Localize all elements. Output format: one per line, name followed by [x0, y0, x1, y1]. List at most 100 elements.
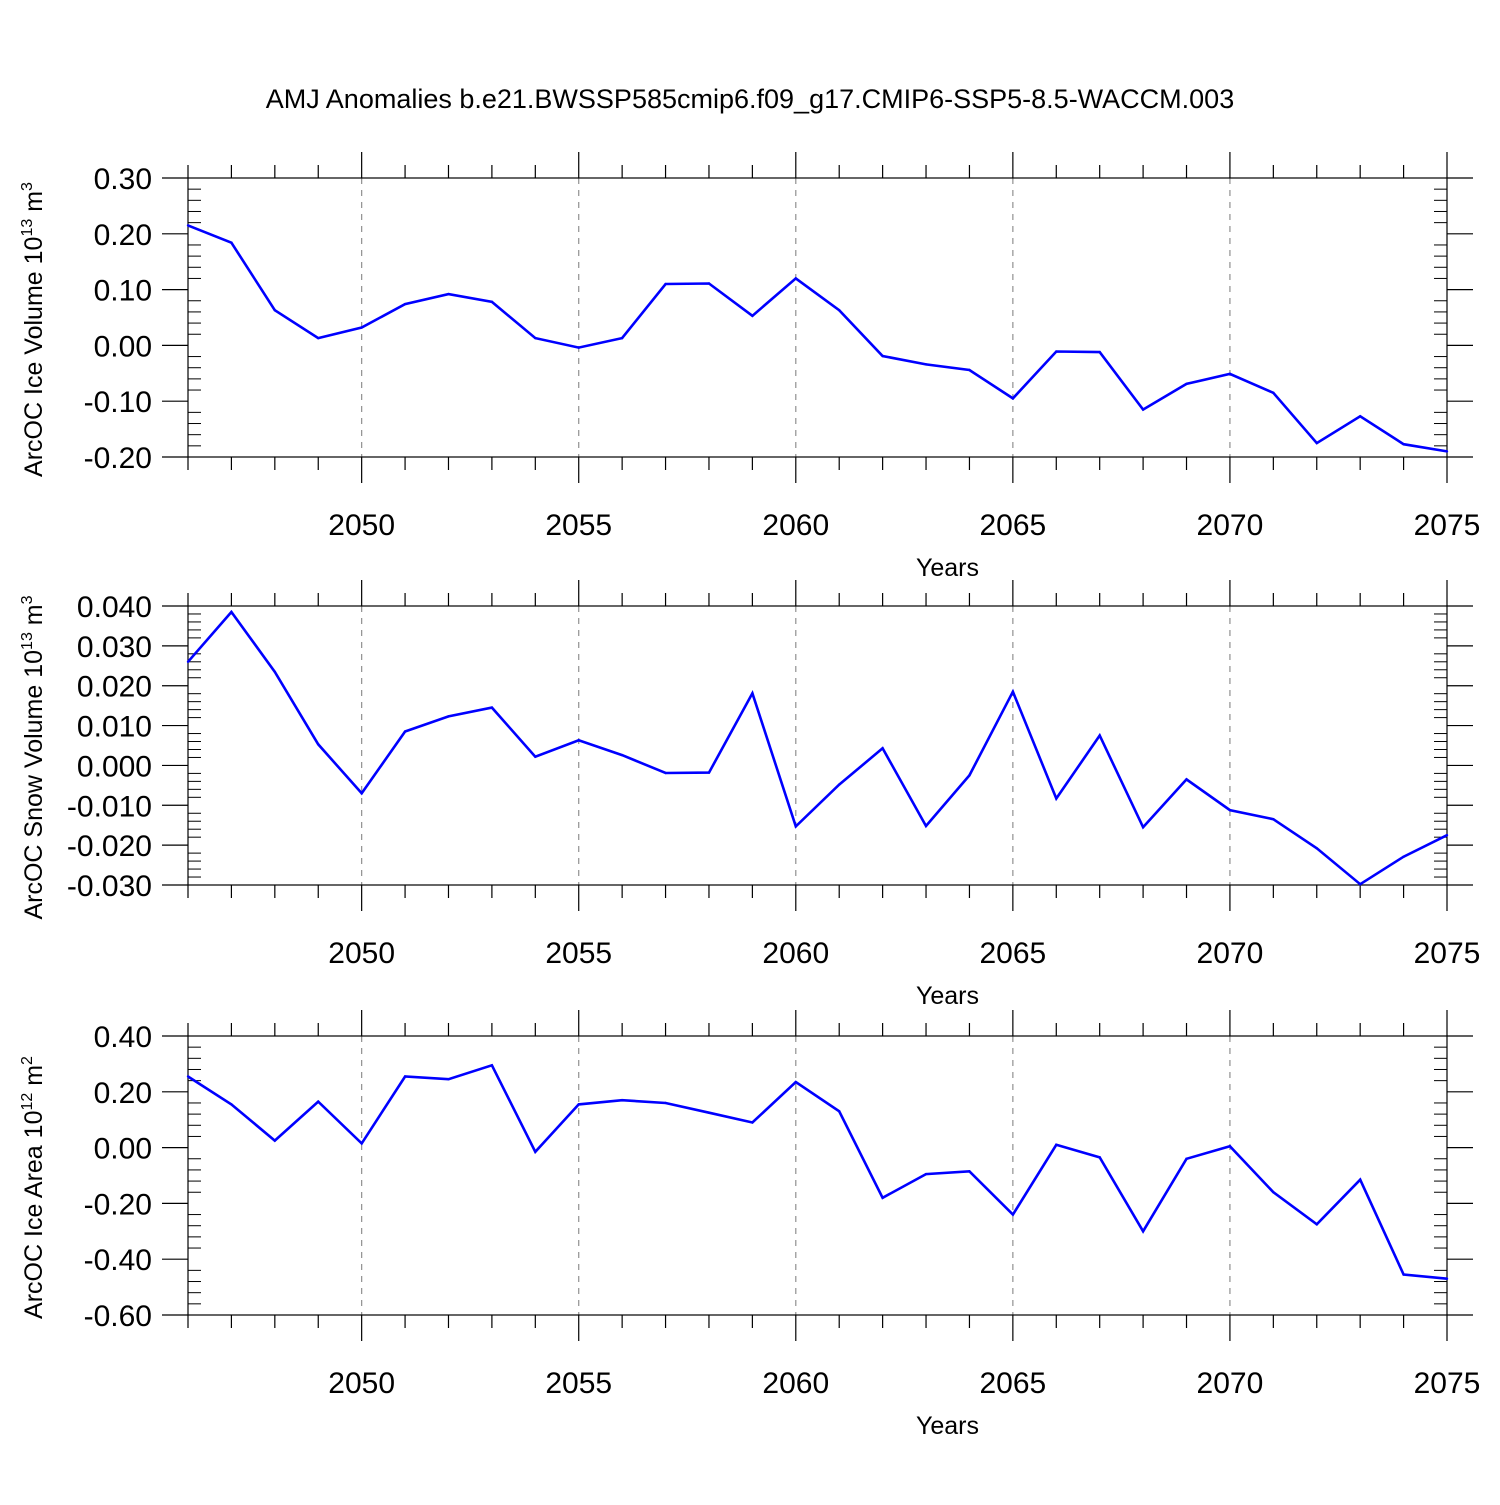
x-tick-label: 2065 [979, 1367, 1046, 1400]
data-point [707, 1111, 711, 1114]
data-point [1098, 350, 1101, 354]
plot-frame [187, 177, 1448, 458]
y-axis-label-part: ArcOC Ice Volume 10 [20, 237, 48, 477]
y-axis-label: ArcOC Ice Volume 1013 m3 [19, 182, 48, 477]
y-tick-label: -0.20 [84, 1188, 152, 1221]
x-tick-label: 2060 [762, 937, 829, 970]
data-point [751, 692, 754, 695]
data-point [924, 1172, 928, 1176]
data-point [968, 368, 971, 372]
data-point [1445, 1277, 1449, 1280]
data-point [1315, 441, 1318, 445]
data-point [447, 292, 450, 296]
data-point [751, 1121, 754, 1124]
y-axis-label-part: ArcOC Ice Area 10 [20, 1111, 48, 1319]
figure-title: AMJ Anomalies b.e21.BWSSP585cmip6.f09_g1… [265, 84, 1235, 114]
x-tick-label: 2050 [328, 1367, 395, 1400]
data-point [1011, 690, 1015, 693]
y-axis-label-part: 2 [19, 1056, 36, 1065]
y-tick-label: 0.000 [77, 750, 152, 783]
y-tick-label: 0.00 [94, 1133, 152, 1166]
x-tick-label: 2075 [1414, 1367, 1481, 1400]
data-point [577, 739, 580, 742]
data-point [1402, 855, 1405, 858]
data-point [1402, 442, 1405, 446]
data-point [838, 1110, 841, 1113]
data-point [1098, 1156, 1101, 1159]
data-point [534, 1150, 537, 1153]
y-axis-label-part: m [20, 604, 48, 632]
x-axis-label: Years [916, 554, 979, 582]
x-tick-label: 2065 [979, 509, 1046, 542]
data-point [838, 309, 841, 312]
data-point [360, 792, 363, 795]
data-point [1402, 1273, 1405, 1276]
data-point [1141, 826, 1145, 829]
x-tick-label: 2075 [1414, 509, 1481, 542]
chart-panel-1: -0.20 -0.10 0.00 0.10 0.20 0.30 2050 2055 2060 20… [19, 152, 1480, 582]
data-point [403, 1075, 407, 1078]
data-point [794, 1080, 797, 1084]
y-tick-label: 0.20 [94, 1077, 152, 1110]
data-point [881, 354, 884, 358]
data-point [707, 282, 711, 285]
x-tick-label: 2070 [1197, 1367, 1264, 1400]
data-point [490, 706, 494, 709]
data-point [1315, 847, 1318, 850]
y-tick-label: 0.040 [77, 591, 152, 624]
x-tick-label: 2050 [328, 937, 395, 970]
y-tick-label: -0.020 [67, 830, 152, 863]
data-point [1141, 1230, 1145, 1233]
data-point [1228, 808, 1232, 812]
data-point [577, 346, 580, 349]
y-axis-label-part: m [20, 1065, 48, 1093]
x-tick-label: 2070 [1197, 937, 1264, 970]
data-point [1228, 372, 1232, 376]
data-point [317, 743, 320, 746]
x-tick-label: 2055 [545, 1367, 612, 1400]
data-point [1055, 797, 1058, 800]
y-tick-label: 0.020 [77, 671, 152, 704]
data-point [490, 1064, 494, 1067]
y-tick-label: -0.60 [84, 1300, 152, 1333]
data-point [1011, 397, 1015, 400]
chart-panel-3: -0.60 -0.40 -0.20 0.00 0.20 0.40 2050 2055 2060 2… [19, 1010, 1480, 1440]
data-point [1185, 382, 1188, 386]
data-point [273, 1139, 277, 1142]
y-tick-label: 0.30 [94, 163, 152, 196]
data-point [1272, 1191, 1275, 1194]
data-point [534, 755, 537, 758]
data-point [360, 326, 363, 329]
data-series-line [187, 609, 1448, 886]
data-point [924, 824, 928, 828]
data-point [186, 1075, 190, 1078]
data-point [924, 363, 928, 366]
data-point [1185, 778, 1188, 781]
data-point [1358, 1178, 1362, 1181]
data-point [1272, 818, 1275, 821]
x-tick-label: 2070 [1197, 509, 1264, 542]
data-point [620, 1098, 624, 1102]
data-point [534, 336, 537, 340]
data-point [1141, 408, 1145, 411]
data-point [707, 771, 711, 774]
y-axis-label-part: 12 [19, 1093, 36, 1111]
data-point [1055, 350, 1058, 353]
y-tick-label: 0.20 [94, 219, 152, 252]
data-point [577, 1103, 580, 1106]
x-tick-label: 2055 [545, 509, 612, 542]
y-axis-label: ArcOC Ice Area 1012 m2 [19, 1056, 48, 1319]
x-tick-label: 2065 [979, 937, 1046, 970]
data-point [230, 241, 233, 244]
data-point [1445, 450, 1449, 453]
y-tick-label: 0.010 [77, 711, 152, 744]
data-point [751, 314, 754, 318]
y-axis-label-part: m [20, 191, 48, 219]
x-tick-label: 2060 [762, 1367, 829, 1400]
y-tick-label: 0.00 [94, 330, 152, 363]
data-point [1098, 734, 1101, 737]
x-tick-label: 2055 [545, 937, 612, 970]
data-point [664, 1101, 667, 1105]
data-point [230, 610, 233, 614]
data-point [968, 1170, 971, 1173]
